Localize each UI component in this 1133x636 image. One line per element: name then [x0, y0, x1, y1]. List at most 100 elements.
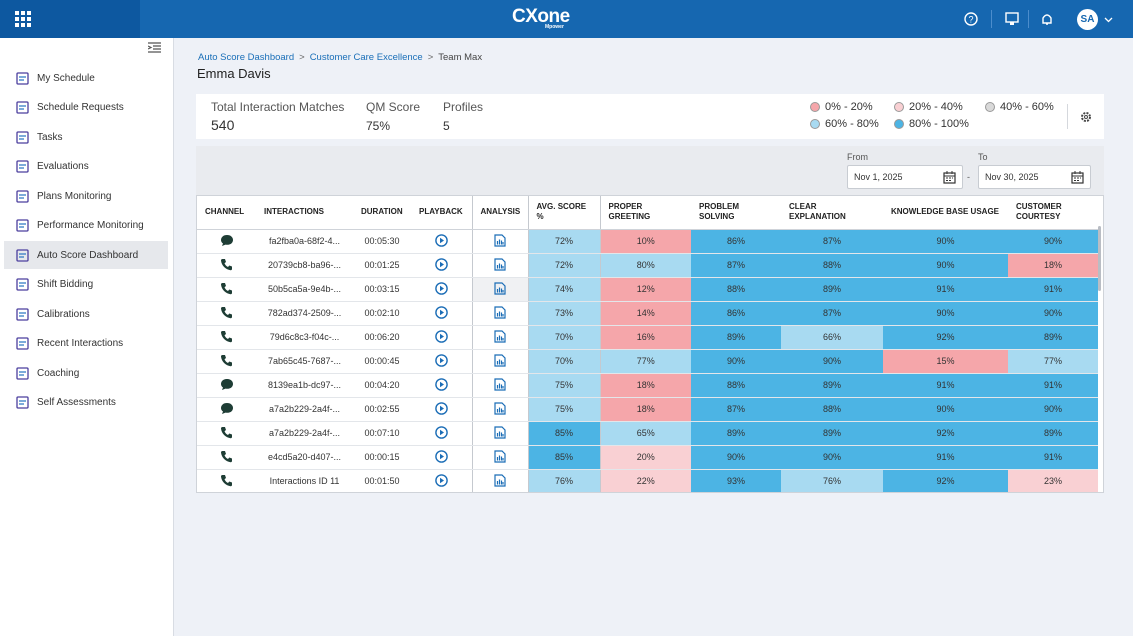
apps-icon[interactable]: [15, 11, 31, 27]
criterion-score: 89%: [691, 421, 781, 446]
analysis-button[interactable]: [494, 257, 506, 271]
icon-part: [16, 278, 29, 291]
icon-part: [439, 477, 444, 483]
legend-swatch: [810, 102, 820, 112]
legend-item: 60% - 80%: [810, 118, 894, 130]
analysis-button[interactable]: [494, 329, 506, 343]
interaction-id[interactable]: 8139ea1b-dc97-...: [256, 373, 353, 398]
phone-icon: [220, 450, 233, 463]
column-header: CHANNEL: [197, 196, 256, 230]
analysis-button[interactable]: [494, 281, 506, 295]
icon-part: [220, 330, 232, 342]
nav-item[interactable]: Plans Monitoring: [4, 182, 168, 210]
from-date-input[interactable]: Nov 1, 2025: [847, 165, 963, 189]
column: [600, 196, 691, 492]
interaction-id[interactable]: a7a2b229-2a4f-...: [256, 397, 353, 422]
play-button[interactable]: [434, 401, 448, 415]
icon-part: [439, 357, 444, 363]
icon-part: [943, 170, 956, 184]
criterion-score: 87%: [691, 397, 781, 422]
nav-item[interactable]: Coaching: [4, 359, 168, 387]
settings-icon[interactable]: [1080, 111, 1092, 123]
interaction-id[interactable]: 782ad374-2509-...: [256, 301, 353, 326]
nav-item[interactable]: Shift Bidding: [4, 271, 168, 299]
avg-score: 74%: [528, 277, 601, 302]
analysis-button[interactable]: [494, 233, 506, 247]
nav-item[interactable]: Tasks: [4, 123, 168, 151]
nav-item[interactable]: Performance Monitoring: [4, 212, 168, 240]
icon-part: [439, 381, 444, 387]
legend-item: 80% - 100%: [894, 118, 985, 130]
play-button[interactable]: [434, 425, 448, 439]
play-button[interactable]: [434, 233, 448, 247]
play-button[interactable]: [434, 377, 448, 391]
icon-part: [21, 17, 25, 21]
play-button[interactable]: [434, 305, 448, 319]
criterion-score: 76%: [781, 469, 883, 492]
icon-part: [494, 257, 506, 271]
analysis-button[interactable]: [494, 377, 506, 391]
criterion-score: 66%: [781, 325, 883, 350]
channel-cell: [197, 373, 256, 398]
play-button[interactable]: [434, 473, 448, 487]
nav-item[interactable]: My Schedule: [4, 64, 168, 92]
agent-icon[interactable]: [1005, 12, 1019, 26]
nav-item[interactable]: Recent Interactions: [4, 330, 168, 358]
interaction-id[interactable]: 7ab65c45-7687-...: [256, 349, 353, 374]
icon-part: [434, 401, 448, 415]
play-button[interactable]: [434, 449, 448, 463]
analysis-button[interactable]: [494, 425, 506, 439]
duration: 00:03:15: [353, 277, 411, 302]
play-button[interactable]: [434, 353, 448, 367]
help-icon[interactable]: ?: [964, 12, 978, 26]
summary-label: QM Score: [366, 100, 421, 114]
icon-part: [19, 193, 26, 199]
user-avatar[interactable]: SA: [1077, 9, 1098, 30]
icon-part: [434, 425, 448, 439]
user-menu-caret[interactable]: [1104, 17, 1113, 23]
analysis-button[interactable]: [494, 449, 506, 463]
collapse-sidebar[interactable]: [148, 42, 161, 53]
analysis-button[interactable]: [494, 305, 506, 319]
icon-part: [494, 449, 506, 463]
icon-part: [19, 223, 26, 228]
avg-score: 72%: [528, 229, 601, 254]
interaction-id[interactable]: 50b5ca5a-9e4b-...: [256, 277, 353, 302]
interaction-id[interactable]: Interactions ID 11: [256, 469, 353, 492]
top-bar: My ZoneCXoneMpower?SA: [0, 0, 1133, 38]
icon-part: [16, 130, 29, 144]
notifications-icon[interactable]: [1040, 12, 1054, 26]
interaction-id[interactable]: fa2fba0a-68f2-4...: [256, 229, 353, 254]
phone-icon: [220, 282, 233, 295]
analysis-button[interactable]: [494, 401, 506, 415]
icon-part: [494, 329, 506, 343]
analysis-button[interactable]: [494, 473, 506, 487]
nav-item[interactable]: Evaluations: [4, 153, 168, 181]
nav-icon: [16, 101, 29, 114]
interaction-id[interactable]: a7a2b229-2a4f-...: [256, 421, 353, 446]
nav-item[interactable]: Calibrations: [4, 300, 168, 328]
play-button[interactable]: [434, 329, 448, 343]
icon-part: [16, 101, 29, 114]
nav-item[interactable]: Self Assessments: [4, 389, 168, 417]
nav-item[interactable]: Auto Score Dashboard: [4, 241, 168, 269]
play-button[interactable]: [434, 257, 448, 271]
criterion-score: 89%: [781, 421, 883, 446]
to-date: Nov 30, 2025: [985, 172, 1039, 182]
breadcrumb-item[interactable]: Customer Care Excellence: [309, 52, 423, 63]
legend: 0% - 20% 20% - 40% 40% - 60% 60% - 80% 80% -…: [810, 101, 1065, 130]
table-row: 782ad374-2509-... 00:02:10 73% 14% 86% 87% 90%…: [197, 301, 1098, 326]
breadcrumb-item[interactable]: Auto Score Dashboard: [198, 52, 295, 63]
analysis-button[interactable]: [494, 353, 506, 367]
interaction-id[interactable]: e4cd5a20-d407-...: [256, 445, 353, 470]
interaction-id[interactable]: 20739cb8-ba96-...: [256, 253, 353, 278]
icon-part: [494, 401, 506, 415]
to-date-input[interactable]: Nov 30, 2025: [978, 165, 1091, 189]
from-label: From: [847, 152, 868, 162]
interaction-id[interactable]: 79d6c8c3-f04c-...: [256, 325, 353, 350]
play-button[interactable]: [434, 281, 448, 295]
summary-item: Total Interaction Matches 540: [211, 100, 344, 133]
icon-part: [494, 305, 506, 319]
column: [1008, 196, 1098, 492]
nav-item[interactable]: Schedule Requests: [4, 94, 168, 122]
